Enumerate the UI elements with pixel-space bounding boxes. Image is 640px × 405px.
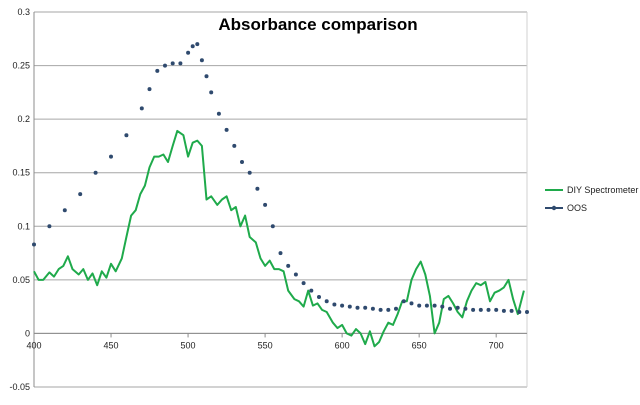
oos-point <box>155 68 160 73</box>
oos-point <box>440 304 445 309</box>
oos-point <box>216 111 221 116</box>
oos-point <box>32 242 36 247</box>
oos-point <box>93 170 98 175</box>
oos-point <box>178 61 183 66</box>
series-layer <box>32 42 529 348</box>
oos-point <box>486 307 491 312</box>
chart-title: Absorbance comparison <box>218 15 417 34</box>
x-tick-label: 650 <box>412 340 427 350</box>
legend-marker-oos <box>551 205 557 211</box>
y-tick-label: 0.1 <box>17 221 30 231</box>
x-tick-label: 400 <box>26 340 41 350</box>
oos-point <box>309 288 314 293</box>
x-tick-label: 450 <box>104 340 119 350</box>
oos-point <box>293 272 298 277</box>
oos-point <box>163 63 167 68</box>
oos-point <box>232 143 237 148</box>
y-tick-label: 0.25 <box>12 61 30 71</box>
oos-point <box>455 305 460 310</box>
oos-point <box>432 303 437 308</box>
oos-point <box>478 307 483 312</box>
oos-point <box>417 303 422 308</box>
oos-point <box>209 90 214 95</box>
oos-point <box>347 304 352 309</box>
oos-point <box>340 303 345 308</box>
oos-point <box>247 170 252 175</box>
oos-point <box>224 127 229 132</box>
oos-series <box>32 42 529 314</box>
oos-point <box>78 192 83 197</box>
oos-point <box>463 306 468 311</box>
oos-point <box>363 305 368 310</box>
oos-point <box>270 224 275 229</box>
oos-point <box>355 305 360 310</box>
oos-point <box>195 42 200 47</box>
oos-point <box>199 58 204 63</box>
x-tick-label: 600 <box>335 340 350 350</box>
legend-label-oos: OOS <box>567 203 587 213</box>
oos-point <box>170 61 175 66</box>
y-tick-label: 0.3 <box>17 7 30 17</box>
legend-label-diy: DIY Spectrometer <box>567 185 638 195</box>
legend: DIY Spectrometer OOS <box>545 185 638 213</box>
oos-point <box>409 301 414 306</box>
oos-point <box>401 299 406 304</box>
oos-point <box>370 306 375 311</box>
oos-point <box>525 310 529 314</box>
oos-point <box>286 263 291 268</box>
oos-point <box>471 307 476 312</box>
oos-point <box>378 307 383 312</box>
oos-point <box>47 224 52 229</box>
oos-point <box>139 106 144 111</box>
y-tick-label: -0.05 <box>9 382 30 392</box>
oos-point <box>255 186 260 191</box>
oos-point <box>186 50 191 55</box>
oos-point <box>494 307 499 312</box>
oos-point <box>240 160 244 164</box>
oos-point <box>62 208 67 213</box>
oos-point <box>324 299 329 304</box>
x-tick-label: 700 <box>489 340 504 350</box>
oos-point <box>124 133 129 138</box>
axis-layer: -0.05 0 0.05 0.1 0.15 0.2 0.25 0.3 400 450 500 550 6… <box>9 7 528 392</box>
oos-point <box>263 202 268 207</box>
oos-point <box>278 251 283 256</box>
oos-point <box>147 87 152 92</box>
x-tick-label: 500 <box>181 340 196 350</box>
oos-point <box>517 310 522 314</box>
oos-point <box>301 281 306 286</box>
oos-point <box>394 306 398 311</box>
oos-point <box>317 295 321 299</box>
oos-point <box>109 154 113 159</box>
oos-point <box>501 308 506 313</box>
diy-spectrometer-line <box>33 129 525 348</box>
oos-point <box>190 44 195 49</box>
y-tick-label: 0.15 <box>12 168 30 178</box>
y-tick-label: 0.05 <box>12 275 30 285</box>
oos-point <box>448 306 452 311</box>
oos-point <box>332 302 337 307</box>
y-tick-label: 0.2 <box>17 114 30 124</box>
y-tick-label: 0 <box>25 328 30 338</box>
oos-point <box>424 303 429 308</box>
oos-point <box>509 308 514 313</box>
x-tick-label: 550 <box>258 340 273 350</box>
oos-point <box>204 74 209 79</box>
oos-point <box>386 307 391 312</box>
